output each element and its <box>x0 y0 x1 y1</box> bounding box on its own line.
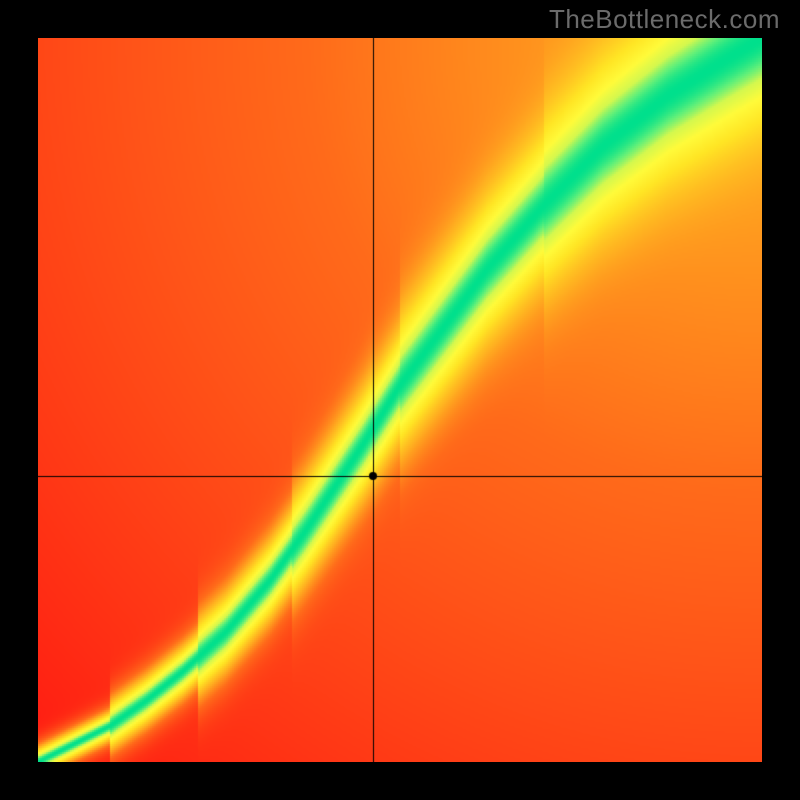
watermark-text: TheBottleneck.com <box>549 4 780 35</box>
bottleneck-heatmap <box>38 38 762 762</box>
chart-frame: TheBottleneck.com <box>0 0 800 800</box>
